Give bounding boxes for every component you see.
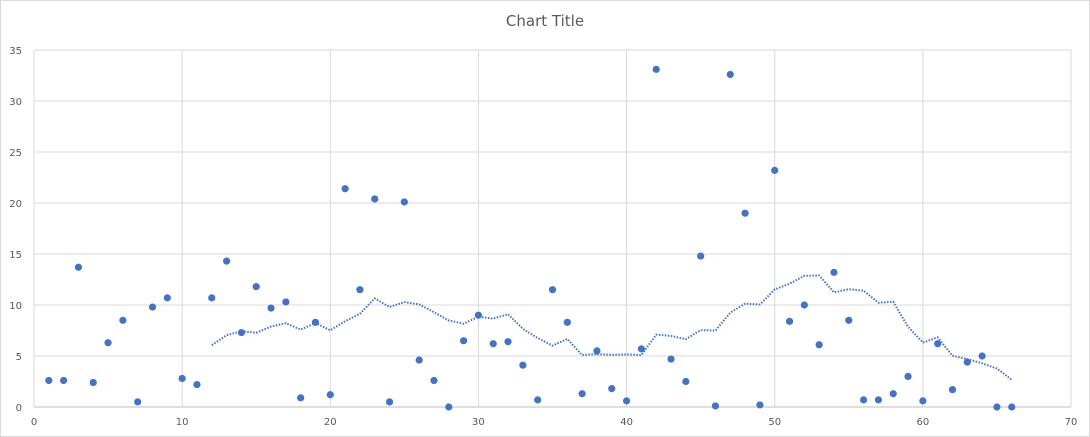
- data-point: [800, 301, 808, 309]
- data-point: [45, 376, 53, 385]
- x-tick-label: 60: [916, 417, 929, 428]
- data-point: [208, 294, 216, 302]
- data-point: [267, 304, 275, 312]
- y-tick-label: 10: [9, 301, 22, 312]
- data-point: [726, 70, 734, 79]
- trendline: [211, 274, 1013, 381]
- chart-title: Chart Title: [505, 12, 585, 30]
- x-tick-label: 50: [768, 417, 781, 428]
- y-tick-label: 30: [9, 97, 22, 108]
- data-point: [89, 378, 97, 387]
- data-point: [311, 318, 320, 326]
- x-tick-label: 70: [1065, 417, 1078, 428]
- x-tick-label: 0: [31, 417, 37, 428]
- data-point: [593, 347, 601, 355]
- data-point: [652, 65, 660, 73]
- data-point: [282, 298, 290, 306]
- data-point: [74, 263, 83, 271]
- data-point: [756, 401, 764, 409]
- data-point: [934, 340, 942, 348]
- data-point: [237, 328, 245, 337]
- data-point: [445, 403, 453, 411]
- data-point: [785, 317, 794, 325]
- data-point: [134, 398, 142, 406]
- x-tick-label: 20: [324, 417, 337, 428]
- data-point: [252, 283, 260, 291]
- data-point: [578, 390, 586, 398]
- data-point: [978, 352, 986, 360]
- data-point: [415, 356, 423, 364]
- data-point: [563, 318, 571, 326]
- data-point: [667, 355, 675, 363]
- data-point: [489, 340, 497, 348]
- data-point: [948, 386, 957, 394]
- data-point: [697, 252, 705, 260]
- data-point: [1008, 403, 1016, 411]
- data-point: [830, 268, 838, 276]
- data-point: [993, 403, 1001, 411]
- data-point: [815, 341, 823, 349]
- y-tick-label: 35: [9, 46, 22, 57]
- data-point: [682, 377, 690, 386]
- data-point: [889, 390, 897, 398]
- data-point: [104, 339, 112, 347]
- y-tick-label: 25: [9, 148, 22, 159]
- data-point: [193, 380, 201, 389]
- x-tick-label: 10: [176, 417, 189, 428]
- data-point: [637, 345, 645, 353]
- data-point: [460, 337, 468, 345]
- data-point: [297, 394, 305, 402]
- y-tick-label: 0: [16, 403, 22, 414]
- data-point: [474, 311, 483, 319]
- data-point: [430, 376, 438, 385]
- data-point: [534, 396, 542, 404]
- data-point: [371, 195, 379, 203]
- data-point: [519, 361, 527, 369]
- data-point: [741, 209, 749, 217]
- data-point: [222, 257, 231, 265]
- data-point: [341, 185, 349, 193]
- x-tick-label: 40: [620, 417, 633, 428]
- data-point: [60, 376, 68, 385]
- data-point: [845, 316, 853, 324]
- data-point: [919, 397, 927, 405]
- data-point: [963, 358, 971, 366]
- data-point: [119, 316, 127, 324]
- data-point: [504, 338, 512, 346]
- data-point: [163, 294, 171, 302]
- data-point: [548, 286, 557, 294]
- data-point: [904, 372, 912, 380]
- data-point: [874, 396, 883, 404]
- data-point: [326, 391, 334, 399]
- y-tick-label: 5: [16, 352, 22, 363]
- data-point: [622, 397, 631, 405]
- data-point: [711, 402, 720, 410]
- data-point: [771, 166, 779, 174]
- y-tick-label: 15: [9, 250, 22, 261]
- data-point: [385, 398, 394, 406]
- data-point: [400, 198, 408, 206]
- data-point: [356, 286, 364, 294]
- x-tick-label: 30: [472, 417, 485, 428]
- data-point: [178, 374, 186, 383]
- data-point: [608, 385, 616, 393]
- data-point: [148, 303, 157, 311]
- data-point: [860, 396, 868, 404]
- y-tick-label: 20: [9, 199, 22, 210]
